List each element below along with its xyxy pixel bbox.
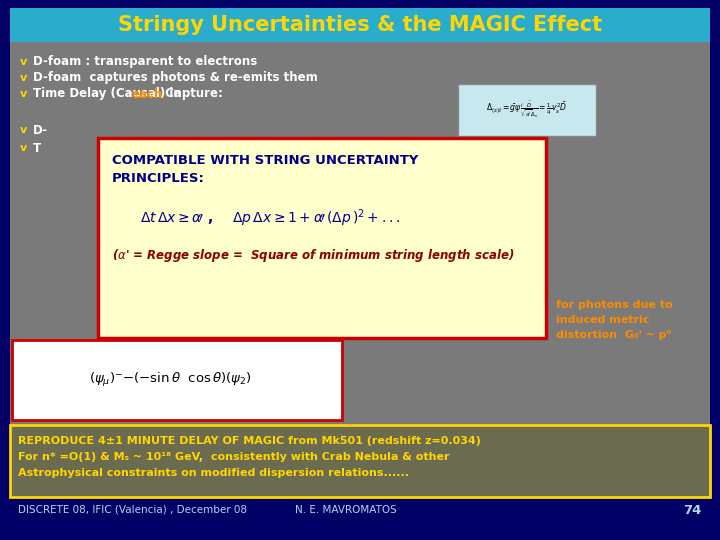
Text: $\left(\psi_\mu\right)^{-}$$-\left(-\sin\theta\ \ \cos\theta\right)$$\left(\psi_: $\left(\psi_\mu\right)^{-}$$-\left(-\sin…	[89, 371, 251, 389]
Text: Time Delay (Causal) in: Time Delay (Causal) in	[33, 87, 186, 100]
Text: D-foam  captures photons & re-emits them: D-foam captures photons & re-emits them	[33, 71, 318, 84]
Text: D-foam : transparent to electrons: D-foam : transparent to electrons	[33, 56, 257, 69]
Text: Astrophysical constraints on modified dispersion relations......: Astrophysical constraints on modified di…	[18, 468, 409, 478]
Text: T: T	[33, 141, 41, 154]
Bar	[10, 425, 710, 497]
Bar	[458, 84, 596, 136]
Text: DISCRETE 08, IFIC (Valencia) , December 08: DISCRETE 08, IFIC (Valencia) , December …	[18, 505, 247, 515]
Text: ($\alpha$' = Regge slope =  Square of minimum string length scale): ($\alpha$' = Regge slope = Square of min…	[112, 246, 515, 264]
Text: v: v	[20, 143, 27, 153]
Text: v: v	[20, 73, 27, 83]
Text: REPRODUCE 4±1 MINUTE DELAY OF MAGIC from Mk501 (redshift z=0.034): REPRODUCE 4±1 MINUTE DELAY OF MAGIC from…	[18, 436, 481, 446]
Text: 74: 74	[683, 503, 702, 516]
Bar	[98, 138, 546, 338]
Text: each: each	[131, 87, 163, 100]
Text: $\Delta_{(s)t}=\bar{g}\psi^i\!\frac{\bar{D}}{\sqrt{a^i}\Delta_s}=\frac{1}{4}v_s^: $\Delta_{(s)t}=\bar{g}\psi^i\!\frac{\bar…	[487, 99, 567, 120]
Text: COMPATIBLE WITH STRING UNCERTAINTY: COMPATIBLE WITH STRING UNCERTAINTY	[112, 153, 418, 166]
Text: PRINCIPLES:: PRINCIPLES:	[112, 172, 205, 185]
Bar	[12, 340, 342, 420]
Bar	[10, 42, 710, 495]
Bar	[10, 8, 710, 42]
Text: D-: D-	[33, 124, 48, 137]
Text: v: v	[20, 89, 27, 99]
Text: For n* =O(1) & Mₛ ~ 10¹⁸ GeV,  consistently with Crab Nebula & other: For n* =O(1) & Mₛ ~ 10¹⁸ GeV, consistent…	[18, 452, 449, 462]
Text: Stringy Uncertainties & the MAGIC Effect: Stringy Uncertainties & the MAGIC Effect	[118, 15, 602, 35]
Text: Capture:: Capture:	[161, 87, 223, 100]
Text: for photons due to
induced metric
distortion  G₀ᴵ ~ p⁰: for photons due to induced metric distor…	[556, 300, 672, 340]
Text: N. E. MAVROMATOS: N. E. MAVROMATOS	[295, 505, 397, 515]
Text: $\Delta t\,\Delta x \geq \alpha\!\prime$ ,    $\Delta p\,\Delta x \geq 1 + \alph: $\Delta t\,\Delta x \geq \alpha\!\prime$…	[140, 207, 400, 229]
Text: v: v	[20, 125, 27, 135]
Text: v: v	[20, 57, 27, 67]
